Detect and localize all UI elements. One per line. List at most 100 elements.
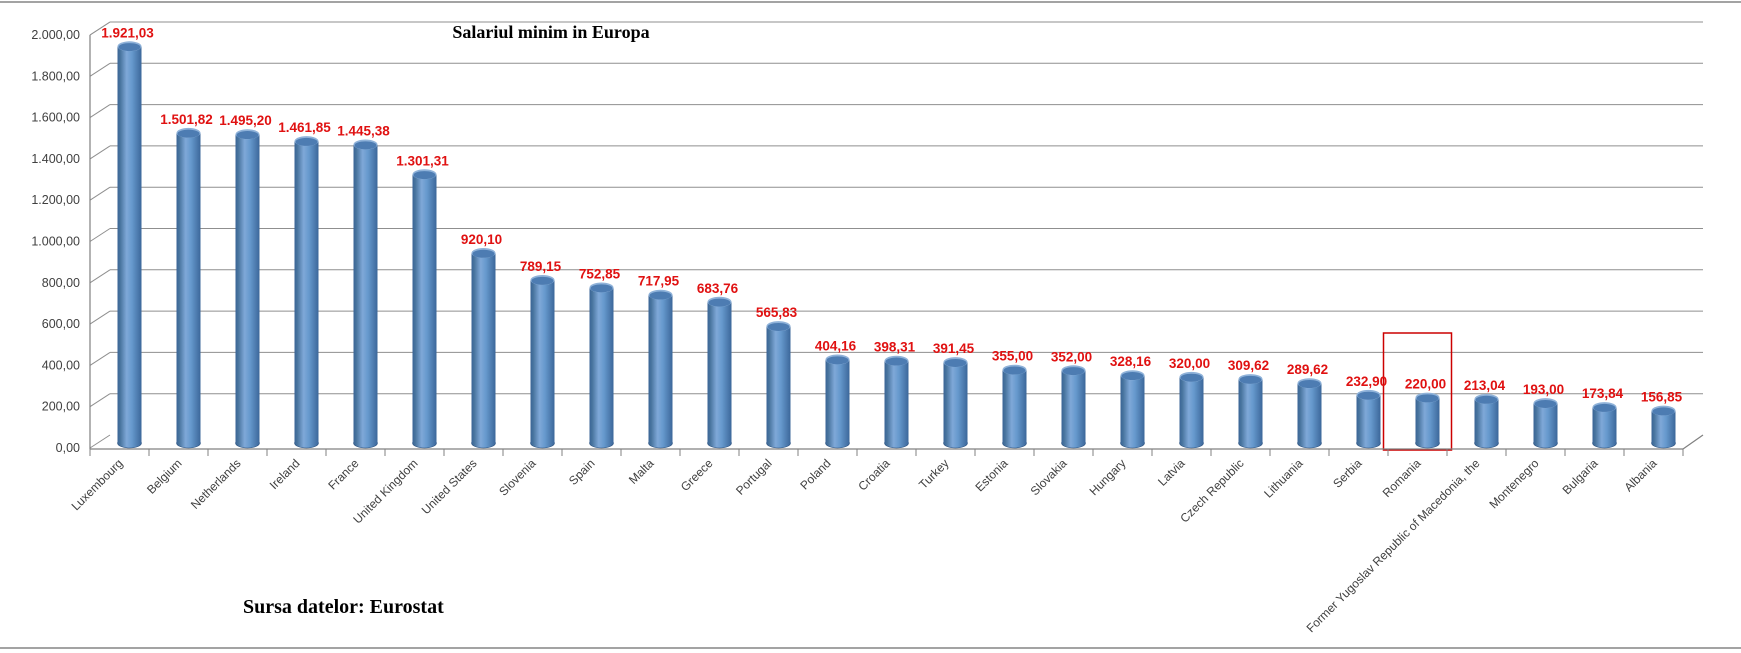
bar [471, 247, 496, 449]
data-label: 391,45 [933, 341, 975, 356]
data-label: 752,85 [579, 267, 621, 282]
x-axis-category-label: United States [419, 456, 480, 517]
bar [235, 129, 260, 449]
x-axis-category-label: Serbia [1330, 456, 1365, 491]
bar-body [1533, 403, 1558, 443]
data-label: 683,76 [697, 281, 739, 296]
x-axis-category-label: Malta [626, 456, 657, 487]
data-label: 1.501,82 [160, 112, 213, 127]
y-axis-tick-label: 1.600,00 [31, 111, 80, 125]
bar-body [353, 144, 378, 443]
bar [1002, 364, 1027, 449]
x-axis-category-label: France [325, 456, 362, 493]
grid-connector [89, 104, 111, 119]
bar-body [589, 287, 614, 443]
bar [1356, 389, 1381, 449]
data-label: 920,10 [461, 232, 502, 247]
data-label: 156,85 [1641, 390, 1683, 405]
bar [530, 275, 555, 449]
data-label: 1.445,38 [337, 124, 390, 139]
bar [884, 355, 909, 449]
bar-body [766, 326, 791, 443]
x-axis-category-label: Portugal [733, 456, 775, 498]
y-axis-tick-label: 200,00 [42, 400, 80, 414]
x-axis-category-label: Poland [797, 456, 833, 492]
bar [1179, 371, 1204, 449]
bar-top [472, 249, 495, 258]
top-connector [89, 21, 111, 36]
data-label: 789,15 [520, 259, 562, 274]
bar [353, 139, 378, 449]
bar-top [1121, 372, 1144, 381]
bar-top [1298, 379, 1321, 388]
bottom-border-line [0, 647, 1741, 649]
bar [1592, 402, 1617, 449]
bar-body [1415, 397, 1440, 443]
data-label: 289,62 [1287, 362, 1328, 377]
x-axis-category-label: Luxembourg [69, 456, 126, 513]
bar-body [1120, 375, 1145, 443]
y-axis-tick-label: 1.000,00 [31, 235, 80, 249]
grid-connector [89, 434, 111, 449]
y-axis-tick-label: 600,00 [42, 317, 80, 331]
data-label: 1.461,85 [278, 120, 331, 135]
bar [1297, 378, 1322, 449]
bar-top [1534, 399, 1557, 408]
x-axis-category-label: Belgium [144, 456, 185, 497]
data-label: 220,00 [1405, 377, 1446, 392]
bar [943, 357, 968, 449]
x-axis-category-label: Slovakia [1028, 456, 1070, 498]
bar-body [471, 252, 496, 443]
bar-top [649, 291, 672, 300]
x-axis-category-label: Montenegro [1486, 456, 1541, 511]
bar-top [413, 171, 436, 180]
y-axis-tick-label: 1.200,00 [31, 193, 80, 207]
bar [1474, 394, 1499, 449]
bar-top [1062, 367, 1085, 376]
bar-body [1061, 370, 1086, 443]
bar-body [707, 301, 732, 443]
data-label: 213,04 [1464, 378, 1506, 393]
bar-body [943, 362, 968, 443]
x-axis-category-label: Greece [678, 456, 716, 494]
bar-top [1475, 395, 1498, 404]
bar-top [708, 298, 731, 307]
bar [117, 41, 142, 449]
grid-connector [89, 393, 111, 408]
data-label: 1.495,20 [219, 113, 272, 128]
data-label: 1.921,03 [101, 25, 154, 40]
bar-body [117, 46, 142, 443]
bar-body [1356, 394, 1381, 443]
bar-top [236, 131, 259, 140]
bar-top [1652, 407, 1675, 416]
y-axis-tick-label: 2.000,00 [31, 28, 80, 42]
bar-body [235, 134, 260, 443]
data-label: 1.301,31 [396, 153, 449, 168]
bar-top [1180, 373, 1203, 382]
x-axis-category-label: Czech Republic [1177, 456, 1246, 525]
x-axis-category-label: Turkey [916, 456, 952, 492]
data-label: 309,62 [1228, 358, 1269, 373]
bar-body [176, 132, 201, 443]
bar-top [767, 322, 790, 331]
bar [1061, 365, 1086, 449]
bar [1533, 398, 1558, 449]
bar-body [294, 141, 319, 443]
bar-top [590, 284, 613, 293]
bar-body [412, 174, 437, 443]
bar-top [944, 358, 967, 367]
grid-connector [89, 228, 111, 242]
bar [294, 136, 319, 449]
x-axis-category-label: Croatia [855, 456, 892, 493]
bar [589, 282, 614, 449]
y-axis-tick-label: 1.400,00 [31, 152, 80, 166]
bar [648, 289, 673, 449]
y-axis-tick-label: 400,00 [42, 358, 80, 372]
x-axis-category-label: Netherlands [188, 456, 244, 512]
bar-body [1002, 369, 1027, 443]
bar-top [177, 129, 200, 138]
bar [1415, 392, 1440, 449]
bar [1651, 405, 1676, 449]
